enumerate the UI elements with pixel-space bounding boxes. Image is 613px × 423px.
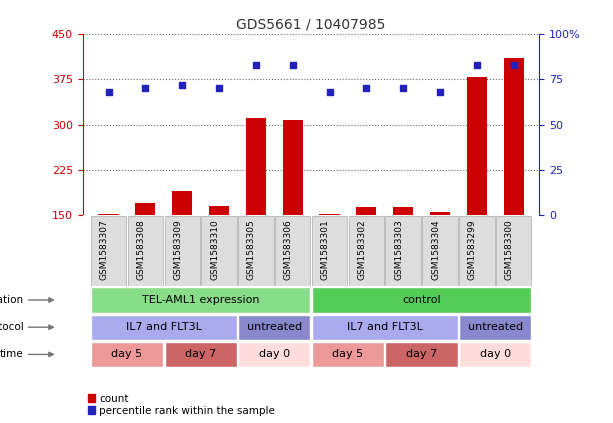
- Point: [287, 61, 297, 68]
- Text: GSM1583301: GSM1583301: [321, 219, 330, 280]
- FancyBboxPatch shape: [349, 216, 384, 286]
- FancyBboxPatch shape: [238, 216, 273, 286]
- FancyBboxPatch shape: [238, 315, 310, 340]
- Bar: [319, 214, 340, 306]
- Text: day 0: day 0: [259, 349, 290, 360]
- Text: day 0: day 0: [480, 349, 511, 360]
- FancyBboxPatch shape: [91, 315, 237, 340]
- Bar: [283, 120, 303, 306]
- Legend: count, percentile rank within the sample: count, percentile rank within the sample: [88, 393, 275, 416]
- Text: day 7: day 7: [185, 349, 216, 360]
- Bar: [209, 206, 229, 306]
- FancyBboxPatch shape: [164, 216, 200, 286]
- Bar: [466, 77, 487, 306]
- Bar: [246, 118, 266, 306]
- Point: [104, 88, 113, 95]
- Text: protocol: protocol: [0, 322, 23, 332]
- FancyBboxPatch shape: [128, 216, 163, 286]
- Bar: [393, 207, 413, 306]
- Point: [509, 61, 519, 68]
- Text: GSM1583305: GSM1583305: [247, 219, 256, 280]
- FancyBboxPatch shape: [386, 342, 458, 367]
- FancyBboxPatch shape: [91, 342, 163, 367]
- Text: TEL-AML1 expression: TEL-AML1 expression: [142, 295, 259, 305]
- Point: [251, 61, 261, 68]
- Text: untreated: untreated: [468, 322, 523, 332]
- FancyBboxPatch shape: [459, 315, 531, 340]
- Text: GSM1583302: GSM1583302: [357, 219, 367, 280]
- FancyBboxPatch shape: [91, 288, 310, 313]
- Text: day 5: day 5: [112, 349, 142, 360]
- Point: [398, 85, 408, 92]
- Text: GSM1583309: GSM1583309: [173, 219, 182, 280]
- Text: GSM1583307: GSM1583307: [99, 219, 109, 280]
- Bar: [99, 214, 119, 306]
- Bar: [172, 191, 192, 306]
- FancyBboxPatch shape: [312, 216, 347, 286]
- Point: [325, 88, 335, 95]
- FancyBboxPatch shape: [459, 216, 495, 286]
- FancyBboxPatch shape: [201, 216, 237, 286]
- Text: GSM1583299: GSM1583299: [468, 219, 477, 280]
- Text: IL7 and FLT3L: IL7 and FLT3L: [347, 322, 423, 332]
- FancyBboxPatch shape: [422, 216, 458, 286]
- Text: untreated: untreated: [246, 322, 302, 332]
- Text: GSM1583300: GSM1583300: [504, 219, 514, 280]
- Text: GSM1583310: GSM1583310: [210, 219, 219, 280]
- FancyBboxPatch shape: [386, 216, 421, 286]
- Point: [362, 85, 371, 92]
- Text: GSM1583303: GSM1583303: [394, 219, 403, 280]
- FancyBboxPatch shape: [164, 342, 237, 367]
- Bar: [356, 207, 376, 306]
- Text: day 5: day 5: [332, 349, 364, 360]
- FancyBboxPatch shape: [91, 216, 126, 286]
- Point: [140, 85, 150, 92]
- Bar: [135, 203, 156, 306]
- Text: day 7: day 7: [406, 349, 437, 360]
- Text: GSM1583306: GSM1583306: [284, 219, 292, 280]
- Point: [472, 61, 482, 68]
- Text: IL7 and FLT3L: IL7 and FLT3L: [126, 322, 202, 332]
- FancyBboxPatch shape: [312, 288, 531, 313]
- Title: GDS5661 / 10407985: GDS5661 / 10407985: [237, 17, 386, 31]
- Text: time: time: [0, 349, 23, 360]
- Text: GSM1583308: GSM1583308: [136, 219, 145, 280]
- FancyBboxPatch shape: [459, 342, 531, 367]
- FancyBboxPatch shape: [238, 342, 310, 367]
- Bar: [430, 212, 450, 306]
- FancyBboxPatch shape: [312, 342, 384, 367]
- Bar: [503, 58, 524, 306]
- FancyBboxPatch shape: [496, 216, 531, 286]
- Point: [435, 88, 445, 95]
- Text: control: control: [402, 295, 441, 305]
- Text: genotype/variation: genotype/variation: [0, 295, 23, 305]
- FancyBboxPatch shape: [312, 315, 458, 340]
- Text: GSM1583304: GSM1583304: [431, 219, 440, 280]
- Point: [177, 81, 187, 88]
- Point: [214, 85, 224, 92]
- FancyBboxPatch shape: [275, 216, 310, 286]
